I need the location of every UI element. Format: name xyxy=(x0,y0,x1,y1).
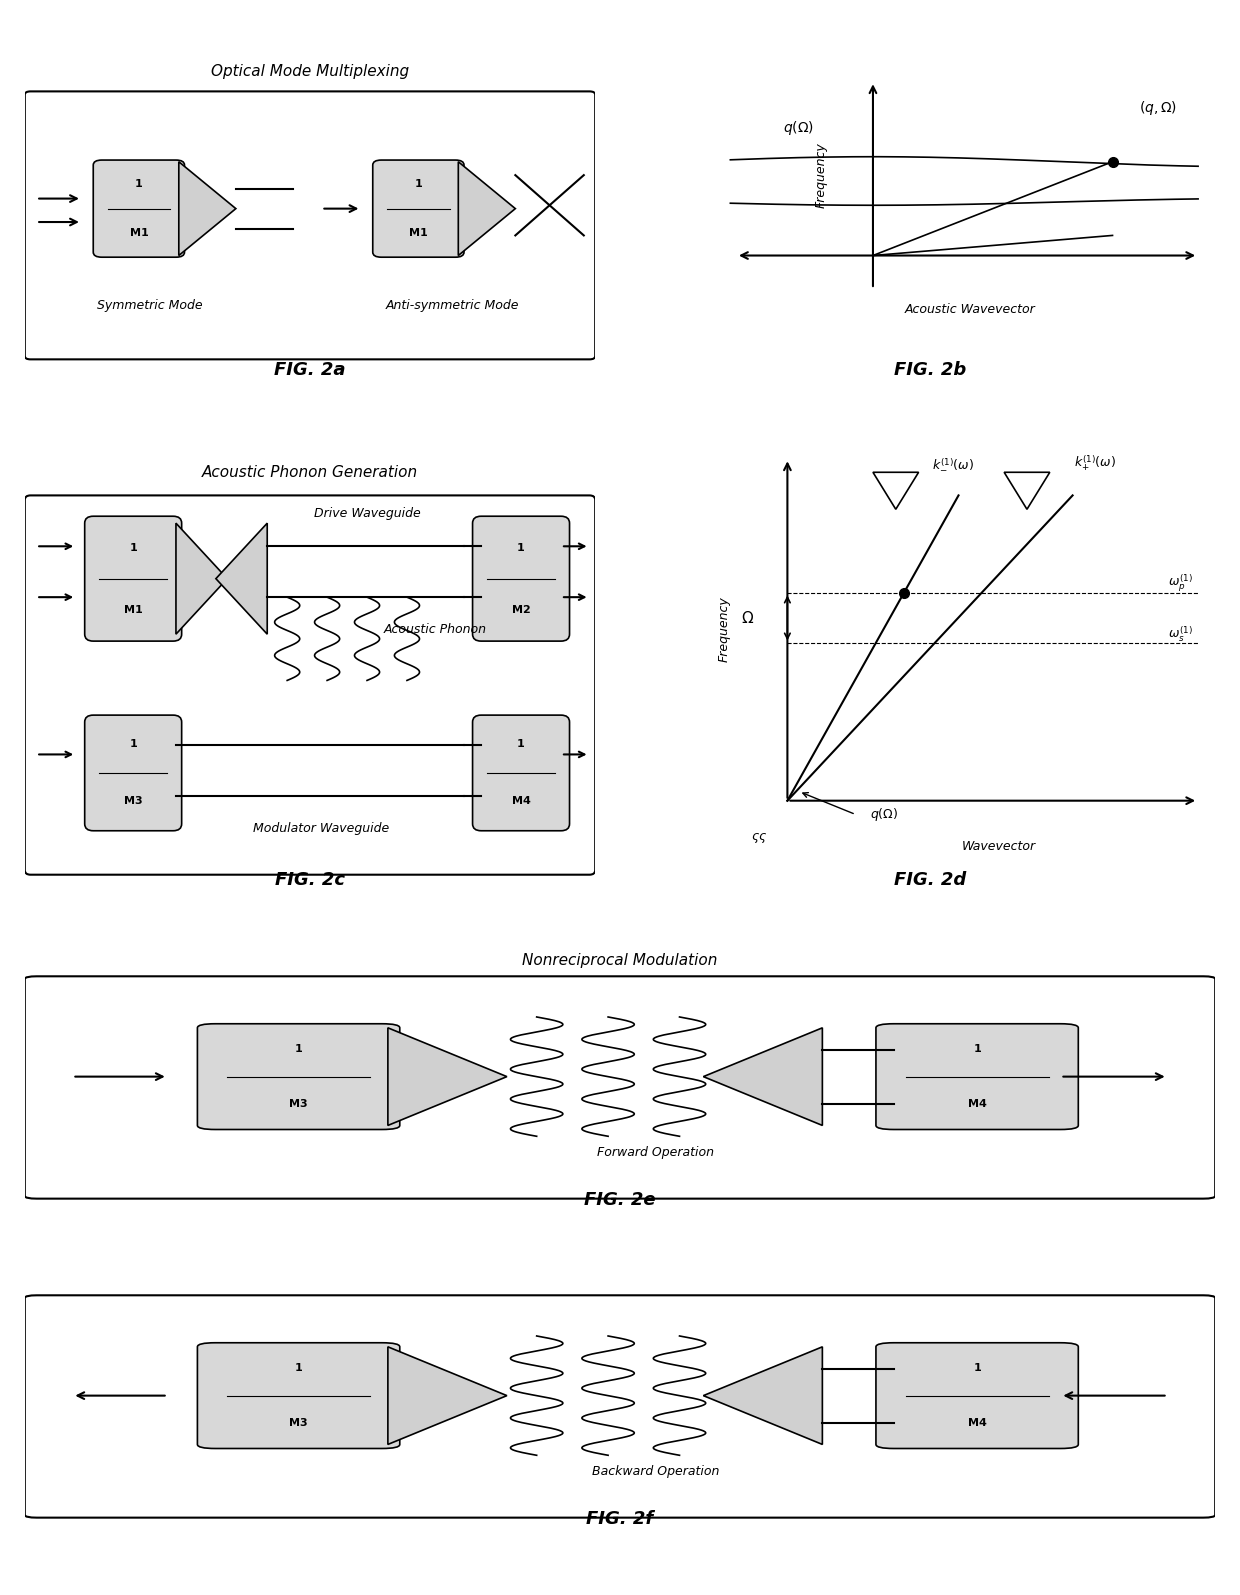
Text: Acoustic Phonon: Acoustic Phonon xyxy=(384,624,487,636)
Text: 1: 1 xyxy=(973,1045,981,1054)
FancyBboxPatch shape xyxy=(197,1343,399,1448)
Text: 1: 1 xyxy=(135,179,143,190)
FancyBboxPatch shape xyxy=(472,517,569,641)
FancyBboxPatch shape xyxy=(373,160,464,257)
FancyBboxPatch shape xyxy=(875,1024,1079,1129)
Text: Frequency: Frequency xyxy=(718,597,732,662)
Text: $(q,\Omega)$: $(q,\Omega)$ xyxy=(1140,99,1177,116)
Text: FIG. 2d: FIG. 2d xyxy=(894,871,966,888)
Text: Symmetric Mode: Symmetric Mode xyxy=(98,300,203,313)
Text: Acoustic Wavevector: Acoustic Wavevector xyxy=(904,303,1035,316)
Text: 1: 1 xyxy=(517,740,525,750)
Text: M4: M4 xyxy=(512,796,531,807)
Polygon shape xyxy=(388,1346,507,1445)
Text: $k_{-}^{(1)}(\omega)$: $k_{-}^{(1)}(\omega)$ xyxy=(931,456,973,471)
Text: FIG. 2c: FIG. 2c xyxy=(275,871,345,888)
Text: M1: M1 xyxy=(129,228,149,238)
Text: M4: M4 xyxy=(967,1099,987,1109)
Text: $q(\Omega)$: $q(\Omega)$ xyxy=(870,805,899,823)
Text: $\varsigma\varsigma$: $\varsigma\varsigma$ xyxy=(750,831,768,845)
Text: FIG. 2e: FIG. 2e xyxy=(584,1191,656,1209)
FancyBboxPatch shape xyxy=(84,517,182,641)
Polygon shape xyxy=(216,523,268,635)
Polygon shape xyxy=(703,1027,822,1126)
Polygon shape xyxy=(388,1027,507,1126)
Text: FIG. 2b: FIG. 2b xyxy=(894,362,966,380)
Text: Forward Operation: Forward Operation xyxy=(598,1147,714,1160)
Text: 1: 1 xyxy=(295,1364,303,1373)
FancyBboxPatch shape xyxy=(875,1343,1079,1448)
Text: M3: M3 xyxy=(289,1418,308,1428)
Polygon shape xyxy=(176,523,227,635)
FancyBboxPatch shape xyxy=(25,1295,1215,1518)
Polygon shape xyxy=(179,161,236,255)
Text: Backward Operation: Backward Operation xyxy=(591,1466,719,1479)
Text: Modulator Waveguide: Modulator Waveguide xyxy=(253,821,389,834)
Text: 1: 1 xyxy=(295,1045,303,1054)
FancyBboxPatch shape xyxy=(84,715,182,831)
FancyBboxPatch shape xyxy=(25,496,595,874)
Text: Acoustic Phonon Generation: Acoustic Phonon Generation xyxy=(202,464,418,480)
Text: M1: M1 xyxy=(409,228,428,238)
Text: M4: M4 xyxy=(967,1418,987,1428)
FancyBboxPatch shape xyxy=(472,715,569,831)
Text: Nonreciprocal Modulation: Nonreciprocal Modulation xyxy=(522,952,718,968)
Text: M3: M3 xyxy=(289,1099,308,1109)
Text: Wavevector: Wavevector xyxy=(961,841,1035,853)
Polygon shape xyxy=(459,161,516,255)
Text: 1: 1 xyxy=(129,740,138,750)
Polygon shape xyxy=(703,1346,822,1445)
Text: Drive Waveguide: Drive Waveguide xyxy=(314,507,420,520)
Text: M1: M1 xyxy=(124,605,143,614)
Text: M3: M3 xyxy=(124,796,143,807)
FancyBboxPatch shape xyxy=(25,91,595,359)
Text: 1: 1 xyxy=(973,1364,981,1373)
Text: $\omega_s^{(1)}$: $\omega_s^{(1)}$ xyxy=(1168,625,1193,644)
Text: FIG. 2f: FIG. 2f xyxy=(587,1510,653,1528)
Text: 1: 1 xyxy=(517,542,525,552)
Text: Anti-symmetric Mode: Anti-symmetric Mode xyxy=(386,300,520,313)
FancyBboxPatch shape xyxy=(25,976,1215,1199)
Text: Frequency: Frequency xyxy=(815,142,828,207)
Text: 1: 1 xyxy=(129,542,138,552)
Text: $k_{+}^{(1)}(\omega)$: $k_{+}^{(1)}(\omega)$ xyxy=(1074,453,1116,472)
Text: 1: 1 xyxy=(414,179,423,190)
FancyBboxPatch shape xyxy=(93,160,185,257)
Text: Optical Mode Multiplexing: Optical Mode Multiplexing xyxy=(211,64,409,78)
Text: $\omega_p^{(1)}$: $\omega_p^{(1)}$ xyxy=(1168,573,1193,593)
FancyBboxPatch shape xyxy=(197,1024,399,1129)
Text: $\Omega$: $\Omega$ xyxy=(742,609,754,625)
Text: $q(\Omega)$: $q(\Omega)$ xyxy=(784,120,815,137)
Text: FIG. 2a: FIG. 2a xyxy=(274,362,346,380)
Text: M2: M2 xyxy=(512,605,531,614)
